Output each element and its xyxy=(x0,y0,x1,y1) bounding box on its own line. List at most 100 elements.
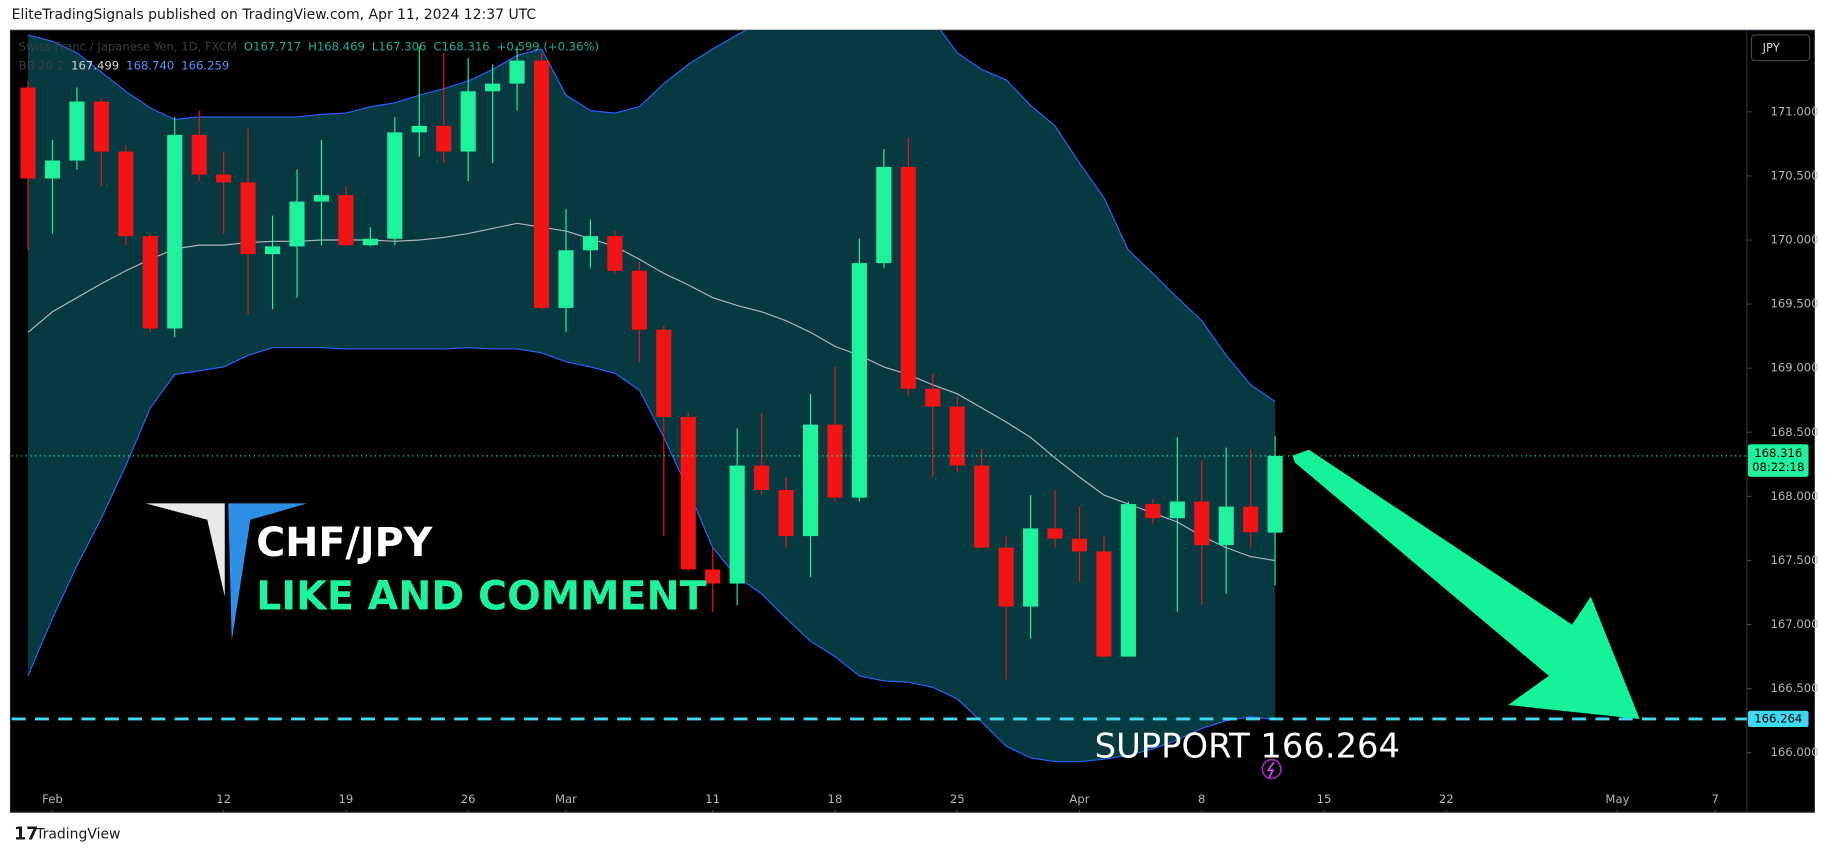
candle-body xyxy=(44,160,61,179)
legend-item: BB 20 2 xyxy=(19,58,65,72)
candle-body xyxy=(313,195,330,202)
candle-body xyxy=(1243,506,1259,533)
y-tick-label: 167.000 xyxy=(1771,617,1819,631)
overlay-call: LIKE AND COMMENT xyxy=(256,573,706,619)
band-line xyxy=(27,30,1276,402)
candle-body xyxy=(1145,504,1161,519)
legend-item: O167.717 xyxy=(244,39,301,53)
last-price-box xyxy=(1747,444,1809,477)
publisher-header: EliteTradingSignals published on Trading… xyxy=(12,7,537,23)
candle-body xyxy=(1120,504,1136,657)
x-tick-label: Apr xyxy=(1069,792,1089,806)
candle-body xyxy=(460,91,476,152)
candle-body xyxy=(558,250,574,308)
candle-body xyxy=(1071,538,1088,552)
x-tick-label: 19 xyxy=(339,792,354,806)
y-tick-label: 168.500 xyxy=(1771,425,1819,439)
support-text: SUPPORT 166.264 xyxy=(1095,727,1400,766)
candle-body xyxy=(925,388,941,407)
candle-body xyxy=(362,238,378,246)
last-price-label: 168.316 xyxy=(1754,446,1802,460)
candle-body xyxy=(387,132,403,239)
candle-body xyxy=(240,182,256,255)
y-tick-label: 171.000 xyxy=(1771,104,1819,118)
x-tick-label: May xyxy=(1605,792,1629,806)
logo-left xyxy=(145,503,225,597)
candle-body xyxy=(900,166,916,389)
legend-item: 168.740 xyxy=(126,58,174,72)
band-line xyxy=(27,347,1276,763)
candle-body xyxy=(705,569,721,584)
x-tick-label: 22 xyxy=(1439,792,1454,806)
y-tick-label: 168.000 xyxy=(1771,489,1819,503)
candle-body xyxy=(754,465,770,490)
x-tick-label: Mar xyxy=(555,792,577,806)
candle-body xyxy=(729,465,745,584)
candle-body xyxy=(1169,501,1185,519)
candle-body xyxy=(142,236,158,329)
event-icon xyxy=(1261,758,1282,780)
x-tick-label: 15 xyxy=(1317,792,1332,806)
candle-body xyxy=(1218,506,1234,546)
legend-item: +0.599 (+0.36%) xyxy=(497,39,599,53)
candle-body xyxy=(1023,528,1039,607)
candle-body xyxy=(974,465,990,548)
x-tick-label: 26 xyxy=(461,792,476,806)
y-tick-label: 170.000 xyxy=(1771,233,1819,247)
legend-item: 166.259 xyxy=(181,58,229,72)
y-tick-label: 170.500 xyxy=(1771,168,1819,182)
legend-item: C168.316 xyxy=(433,39,489,53)
legend-item: 167.499 xyxy=(71,58,119,72)
candle-body xyxy=(69,101,85,161)
candle-body xyxy=(851,263,867,498)
candle-body xyxy=(264,246,281,255)
legend-item: Swiss Franc / Japanese Yen, 1D, FXCM xyxy=(19,39,237,53)
logo-right xyxy=(228,503,308,641)
candle-body xyxy=(680,416,696,570)
candle-body xyxy=(20,87,36,179)
candle-body xyxy=(998,547,1014,607)
candle-body xyxy=(485,83,501,92)
candle-body xyxy=(949,406,965,466)
countdown: 08:22:18 xyxy=(1752,460,1804,474)
x-tick-label: 25 xyxy=(950,792,965,806)
candle-body xyxy=(1267,455,1283,533)
candle-body xyxy=(1047,528,1063,539)
candle-body xyxy=(827,424,843,498)
candle-body xyxy=(436,125,452,152)
plot-area xyxy=(11,30,1747,763)
candle-body xyxy=(167,134,183,329)
candle-body xyxy=(876,166,892,264)
candle-body xyxy=(1096,551,1112,657)
legend-line: Swiss Franc / Japanese Yen, 1D, FXCM O167… xyxy=(19,39,599,53)
x-tick-label: 18 xyxy=(828,792,843,806)
candle-body xyxy=(802,424,819,537)
x-tick-label: 7 xyxy=(1712,792,1719,806)
candle-body xyxy=(533,60,550,308)
x-tick-label: Feb xyxy=(42,792,63,806)
candle-body xyxy=(778,489,794,537)
support-price: 166.264 xyxy=(1754,711,1802,725)
x-tick-label: 8 xyxy=(1198,792,1205,806)
candle-body xyxy=(93,101,109,152)
candle-body xyxy=(509,60,525,84)
x-tick-label: 11 xyxy=(705,792,720,806)
candle-body xyxy=(656,329,672,417)
footer-brand: TradingView xyxy=(35,826,120,842)
currency-box xyxy=(1750,34,1811,62)
band-line xyxy=(27,222,1276,562)
y-tick-label: 167.500 xyxy=(1771,553,1819,567)
candle-body xyxy=(582,236,599,251)
candle-body xyxy=(1194,501,1210,546)
overlay-symbol: CHF/JPY xyxy=(256,520,433,566)
currency: JPY xyxy=(1762,40,1781,54)
y-tick-label: 169.500 xyxy=(1771,297,1819,311)
legend-item: L167.306 xyxy=(372,39,427,53)
y-tick-label: 169.000 xyxy=(1771,361,1819,375)
candle-body xyxy=(118,151,134,237)
y-tick-label: 166.000 xyxy=(1771,745,1819,759)
candle-body xyxy=(289,201,305,247)
support-box xyxy=(1747,710,1809,728)
